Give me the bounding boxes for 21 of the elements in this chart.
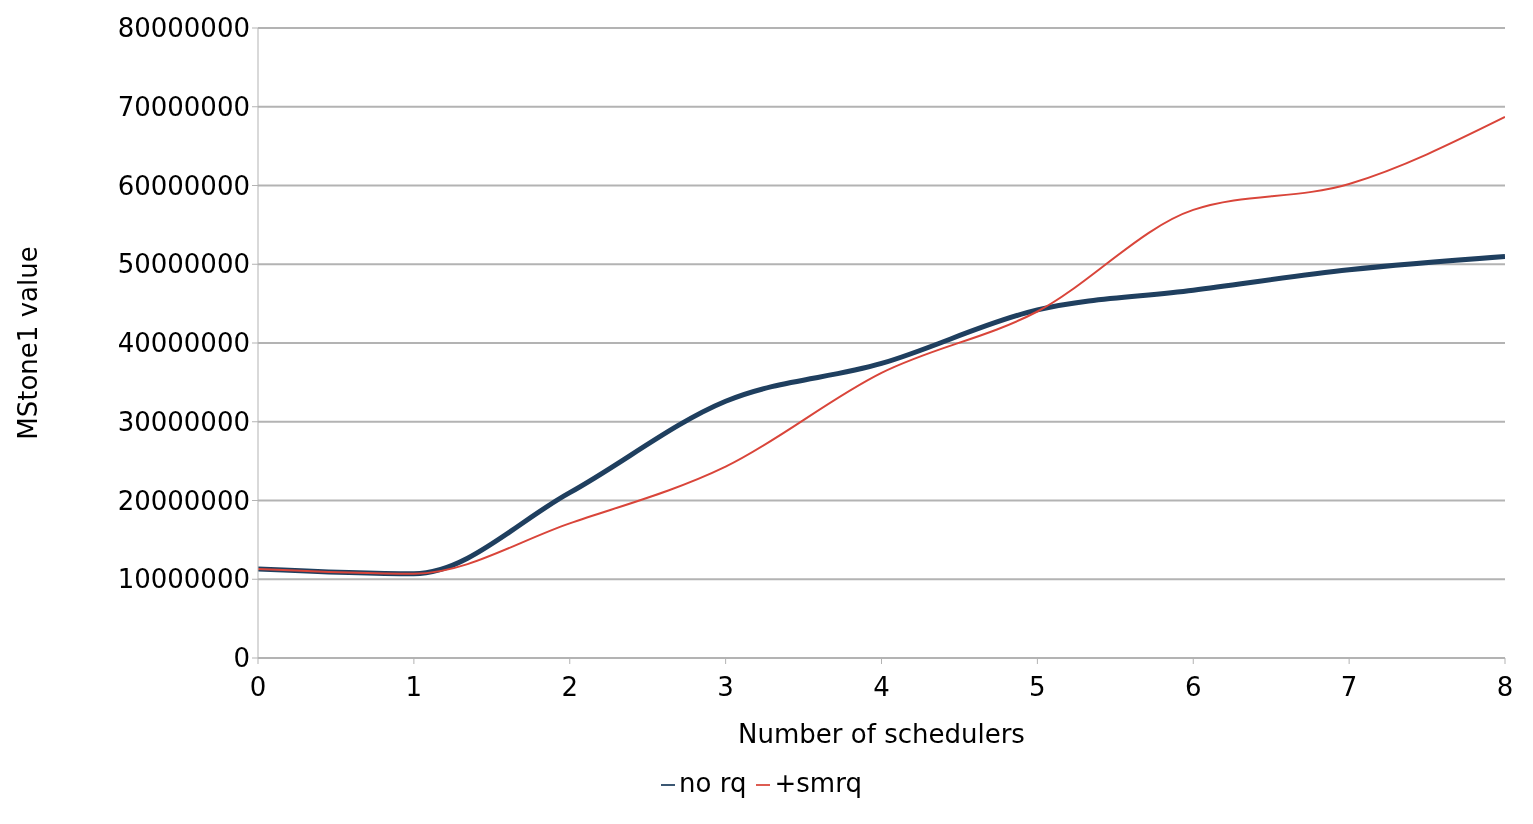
y-tick-label: 60000000: [117, 170, 250, 201]
x-tick-label: 4: [873, 672, 890, 703]
legend-label: +smrq: [774, 768, 862, 798]
y-tick-label: 70000000: [117, 91, 250, 122]
y-tick-label: 40000000: [117, 328, 250, 359]
x-tick-label: 6: [1184, 672, 1202, 703]
legend-label: no rq: [679, 768, 747, 798]
x-tick-label: 8: [1496, 672, 1514, 703]
y-tick-label: 10000000: [117, 564, 250, 595]
x-axis-title: Number of schedulers: [738, 719, 1025, 749]
y-tick-label: 30000000: [117, 406, 250, 437]
y-tick-label: 50000000: [117, 249, 250, 280]
y-tick-label: 80000000: [117, 13, 250, 44]
y-tick-label: 0: [233, 643, 250, 674]
x-tick-label: 7: [1340, 672, 1358, 703]
x-tick-label: 3: [717, 672, 734, 703]
y-tick-label: 20000000: [117, 485, 250, 516]
x-tick-label: 2: [561, 672, 579, 703]
x-tick-label: 1: [405, 672, 423, 703]
y-axis-title: MStone1 value: [13, 246, 44, 440]
x-tick-label: 5: [1029, 672, 1046, 703]
